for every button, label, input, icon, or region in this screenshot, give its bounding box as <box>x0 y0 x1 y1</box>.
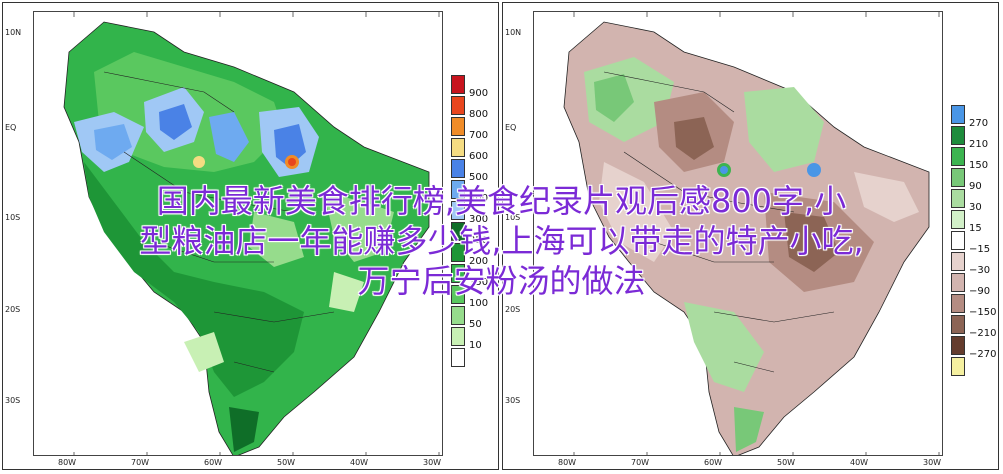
lon-label: 50W <box>277 458 296 467</box>
lat-label: EQ <box>5 123 17 132</box>
legend-swatch <box>951 105 965 124</box>
legend-label: 50 <box>469 319 482 330</box>
legend-swatch <box>951 315 965 334</box>
legend-swatch <box>951 210 965 229</box>
south-america-precip-map <box>33 11 443 456</box>
lat-label: 10N <box>5 28 22 37</box>
legend-label: 900 <box>469 88 489 99</box>
legend-swatch <box>451 138 465 157</box>
lon-label: 40W <box>850 458 869 467</box>
lon-label: 30W <box>923 458 942 467</box>
legend-label: 150 <box>469 277 489 288</box>
lat-label: 20S <box>505 305 521 314</box>
lon-label: 30W <box>423 458 442 467</box>
lat-label: 20S <box>5 305 21 314</box>
legend-label: 300 <box>469 214 489 225</box>
legend-swatch <box>451 306 465 325</box>
legend-swatch <box>451 285 465 304</box>
legend-label: 100 <box>469 298 489 309</box>
legend-swatch <box>451 327 465 346</box>
lon-label: 50W <box>777 458 796 467</box>
south-america-anomaly-map <box>533 11 943 456</box>
precip-map-panel: 10N EQ 10S 20S 30S <box>2 2 499 470</box>
legend-label: 200 <box>469 256 489 267</box>
legend-label: 270 <box>969 118 989 129</box>
legend-label: −15 <box>969 244 991 255</box>
legend-swatch <box>451 180 465 199</box>
legend-swatch <box>951 252 965 271</box>
legend-label: 250 <box>469 235 489 246</box>
legend-swatch <box>951 168 965 187</box>
legend-swatch <box>451 117 465 136</box>
legend-swatch <box>451 222 465 241</box>
legend-label: −30 <box>969 265 991 276</box>
lat-label: 10S <box>505 213 521 222</box>
legend-swatch <box>951 189 965 208</box>
lon-label: 40W <box>350 458 369 467</box>
legend-label: 30 <box>969 202 982 213</box>
lon-label: 60W <box>204 458 223 467</box>
legend-swatch <box>951 231 965 250</box>
legend-label: 15 <box>969 223 982 234</box>
legend-swatch <box>451 159 465 178</box>
legend-swatch <box>951 147 965 166</box>
lon-label: 70W <box>631 458 650 467</box>
legend-swatch <box>451 201 465 220</box>
legend-label: 800 <box>469 109 489 120</box>
lon-label: 80W <box>558 458 577 467</box>
lat-label: EQ <box>505 123 517 132</box>
lon-label: 60W <box>704 458 723 467</box>
anomaly-map-panel: 10N EQ 10S 20S 30S <box>502 2 999 470</box>
legend-swatch <box>451 243 465 262</box>
lat-label: 10S <box>5 213 21 222</box>
legend-swatch <box>451 264 465 283</box>
lat-label: 30S <box>505 396 521 405</box>
legend-swatch <box>451 75 465 94</box>
legend-label: 10 <box>469 340 482 351</box>
legend-label: 500 <box>469 172 489 183</box>
legend-swatch <box>451 348 465 367</box>
legend-swatch <box>451 96 465 115</box>
legend-swatch <box>951 294 965 313</box>
legend-label: 600 <box>469 151 489 162</box>
legend-swatch <box>951 336 965 355</box>
lat-label: 30S <box>5 396 21 405</box>
legend-label: −210 <box>969 328 997 339</box>
legend-label: 400 <box>469 193 489 204</box>
lon-label: 80W <box>58 458 77 467</box>
legend-label: 150 <box>969 160 989 171</box>
legend-swatch <box>951 357 965 376</box>
legend-label: 700 <box>469 130 489 141</box>
legend-label: −270 <box>969 349 997 360</box>
legend-label: 210 <box>969 139 989 150</box>
lon-label: 70W <box>131 458 150 467</box>
legend-label: 90 <box>969 181 982 192</box>
legend-label: −90 <box>969 286 991 297</box>
lat-label: 10N <box>505 28 522 37</box>
legend-swatch <box>951 126 965 145</box>
legend-swatch <box>951 273 965 292</box>
legend-label: −150 <box>969 307 997 318</box>
